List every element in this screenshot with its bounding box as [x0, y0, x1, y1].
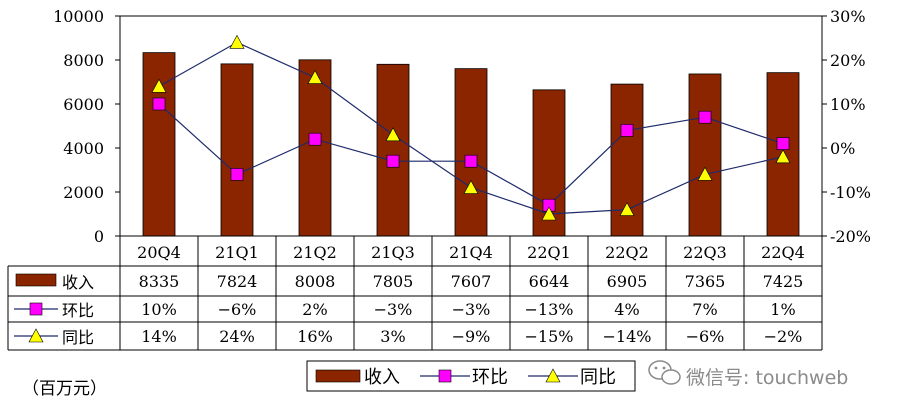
left-tick-label: 10000 [53, 7, 104, 26]
table-cell: −13% [525, 300, 574, 319]
left-tick-label: 2000 [63, 183, 104, 202]
table-cell: 7% [692, 300, 717, 319]
right-tick-label: 0% [830, 139, 855, 158]
yoy-point [463, 179, 479, 194]
category-label: 22Q4 [761, 243, 805, 262]
category-label: 20Q4 [137, 243, 181, 262]
right-tick-label: 30% [830, 7, 866, 26]
table-cell: −15% [525, 327, 574, 346]
category-label: 22Q1 [527, 243, 571, 262]
watermark-text: 微信号: touchweb [686, 367, 848, 389]
revenue-bars [142, 52, 800, 237]
qoq-point [776, 137, 790, 150]
row-label: 环比 [62, 301, 94, 320]
legend-box [306, 360, 636, 392]
right-axis: 30% 20% 10% 0% -10% -20% [822, 7, 871, 246]
right-tick-label: -20% [830, 227, 871, 246]
category-label: 22Q3 [683, 243, 727, 262]
category-label: 22Q2 [605, 243, 649, 262]
table-cell: −14% [603, 327, 652, 346]
table-cell: 7805 [373, 272, 414, 291]
revenue-bar [220, 63, 254, 237]
table-cell: 2% [302, 300, 327, 319]
row-key-marker [29, 302, 43, 316]
left-axis: 10000 8000 6000 4000 2000 0 [53, 7, 120, 246]
category-label: 21Q3 [371, 243, 415, 262]
yoy-point [619, 201, 635, 216]
table-cell: 6905 [607, 272, 648, 291]
yoy-point [775, 149, 791, 164]
left-tick-label: 6000 [63, 95, 104, 114]
table-cell: −3% [374, 300, 413, 319]
legend-key-marker [438, 369, 452, 383]
table-cell: 7607 [451, 272, 492, 291]
table-cell: 1% [770, 300, 795, 319]
table-cell: 7425 [763, 272, 804, 291]
table-cell: 3% [380, 327, 405, 346]
yoy-point [307, 69, 323, 84]
yoy-point [697, 166, 713, 181]
row-key-bar [15, 273, 57, 287]
category-label: 21Q4 [449, 243, 493, 262]
table-cell: −9% [452, 327, 491, 346]
qoq-point [230, 168, 244, 181]
table-cell: 16% [297, 327, 333, 346]
data-table: 20Q4 21Q1 21Q2 21Q3 21Q4 22Q1 22Q2 22Q3 22Q4 收入 83… [7, 235, 823, 351]
yoy-point [385, 127, 401, 142]
table-cell: 7824 [217, 272, 258, 291]
legend-label: 环比 [472, 367, 508, 388]
table-cell: 24% [219, 327, 255, 346]
left-tick-label: 4000 [63, 139, 104, 158]
qoq-point [464, 154, 478, 168]
table-cell: 10% [141, 300, 177, 319]
right-tick-label: 10% [830, 95, 866, 114]
right-tick-label: -10% [830, 183, 871, 202]
left-tick-label: 8000 [63, 51, 104, 70]
qoq-point [152, 97, 166, 111]
table-cell: −6% [686, 327, 725, 346]
row-label: 收入 [62, 273, 94, 292]
revenue-bar [454, 68, 488, 237]
legend-label: 同比 [580, 367, 616, 388]
table-cell: 4% [614, 300, 639, 319]
qoq-point [308, 132, 322, 146]
table-cell: −6% [218, 300, 257, 319]
legend-key-marker [545, 368, 561, 383]
left-tick-label: 0 [94, 227, 104, 246]
wechat-icon [648, 360, 681, 385]
table-cell: 14% [141, 327, 177, 346]
qoq-point [386, 154, 400, 168]
legend-key-bar [315, 369, 361, 383]
table-cell: 7365 [685, 272, 726, 291]
watermark: 微信号: touchweb [648, 360, 848, 389]
right-tick-label: 20% [830, 51, 866, 70]
table-cell: 8008 [295, 272, 336, 291]
qoq-point [698, 110, 712, 124]
table-cell: 6644 [529, 272, 570, 291]
legend: 收入 环比 同比 [306, 360, 636, 392]
legend-label: 收入 [364, 367, 400, 388]
revenue-bar [688, 73, 722, 237]
category-label: 21Q2 [293, 243, 337, 262]
row-key-marker [28, 328, 44, 343]
table-cell: −2% [764, 327, 803, 346]
revenue-bar [376, 63, 410, 237]
yoy-point [541, 206, 557, 221]
table-cell: −3% [452, 300, 491, 319]
qoq-point [620, 124, 634, 137]
yoy-point [151, 78, 167, 93]
ratio-lines [151, 34, 791, 221]
yoy-point [229, 34, 245, 49]
category-label: 21Q1 [215, 243, 259, 262]
row-label: 同比 [62, 328, 94, 347]
unit-label: （百万元） [22, 379, 107, 399]
table-cell: 8335 [139, 272, 180, 291]
